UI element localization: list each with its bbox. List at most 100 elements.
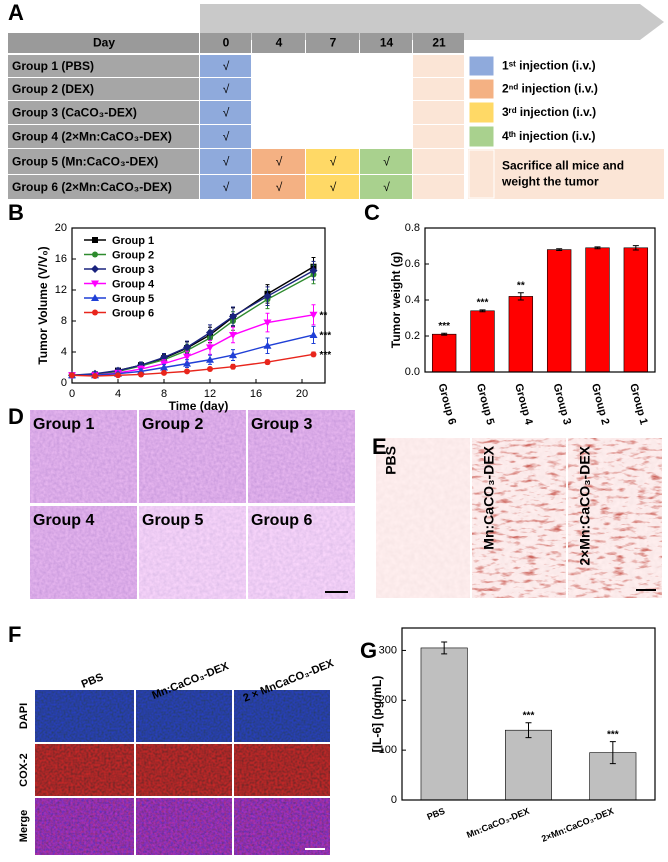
significance: ** [517,280,525,291]
y-tick-label: 0.6 [405,258,420,270]
legend-text: Sacrifice all mice and [502,159,624,173]
series-line [72,334,314,376]
y-tick-label: 0 [391,794,397,806]
image-label: Group 2 [142,416,203,433]
fluorescence-image [234,744,330,796]
y-axis-label: Tumor Volume (V/V₀) [36,246,50,364]
error-bar [441,641,448,655]
panel-label: B [8,200,24,225]
stain-image [376,438,470,598]
error-bar [609,741,616,765]
y-tick-label: 0.8 [405,222,420,234]
y-tick-label: 100 [379,744,397,756]
significance: *** [320,350,332,361]
day-cell [200,125,251,148]
group-cell [8,175,199,199]
point [309,266,318,275]
day-cell [306,149,359,174]
point [183,353,191,361]
panel-label: D [8,404,24,429]
legend-swatch [468,55,495,77]
day-cell [413,149,464,174]
y-tick-label: 200 [379,694,397,706]
significance: ** [320,310,328,321]
check-mark: √ [223,130,230,144]
bar [546,249,572,373]
day-cell [413,55,464,77]
day-cell [200,149,251,174]
point [309,330,318,338]
point [92,373,98,380]
header-text: 4 [276,36,283,50]
bar [585,247,610,373]
check-mark: √ [276,155,283,169]
histology-image [248,506,355,599]
group-cell [8,78,199,100]
group-name: Group 3 (CaCO₃-DEX) [12,106,137,120]
check-mark: √ [276,180,283,194]
legend-swatch [468,78,495,100]
fluorescence-image [35,798,134,855]
x-tick-label: 16 [250,388,262,400]
day-cell [360,149,412,174]
legend-swatch [468,101,495,124]
point [115,372,121,379]
legend-text: 2ⁿᵈ injection (i.v.) [502,82,598,96]
histology-image [139,506,246,599]
day-cell [360,101,412,124]
day-cell [413,78,464,100]
header-text: 0 [223,36,230,50]
point [309,311,318,319]
day-cell [306,101,359,124]
fluorescence-image [234,690,330,742]
bar [431,333,457,373]
legend-marker [91,294,99,301]
check-mark: √ [383,155,390,169]
fluorescence-image [136,798,232,855]
image-panels [30,410,662,855]
image-label: Group 3 [251,416,312,433]
header-text: 14 [380,36,394,50]
legend-label: Group 4 [112,278,155,290]
day-cell [200,78,251,100]
header-cell [8,33,199,53]
header-cell [360,33,412,53]
histology-image [30,506,137,599]
x-tick-label: 12 [204,388,216,400]
day-cell [360,125,412,148]
timeline-arrow [200,4,664,40]
group-name: Group 5 (Mn:CaCO₃-DEX) [12,155,158,169]
x-tick-label: 4 [115,388,121,400]
day-cell [413,101,464,124]
histology-image [30,410,137,503]
day-cell [252,78,305,100]
y-axis-label: [IL-6] (pg/mL) [370,676,384,753]
image-label: PBS [383,446,399,475]
panel-label: C [364,200,380,225]
check-mark: √ [223,106,230,120]
point [206,344,214,352]
header-cell [252,33,305,53]
day-cell [413,175,464,199]
day-cell [200,175,251,199]
point [138,371,144,378]
legend-swatch [468,125,495,148]
point [207,366,213,373]
legend-label: Group 1 [112,235,154,247]
significance: *** [607,729,619,740]
significance: *** [320,331,332,342]
point [263,341,272,349]
point [206,355,214,363]
header-cell [200,33,251,53]
legend-marker [92,237,98,243]
image-label: Mn:CaCO₃-DEX [481,445,497,549]
y-tick-label: 0 [61,377,67,389]
group-cell [8,149,199,174]
error-bar [556,248,563,251]
series-line [71,270,314,376]
x-axis-label: Time (day) [169,399,229,413]
bar [623,247,649,373]
y-tick-label: 0.0 [405,366,420,378]
day-cell [252,101,305,124]
